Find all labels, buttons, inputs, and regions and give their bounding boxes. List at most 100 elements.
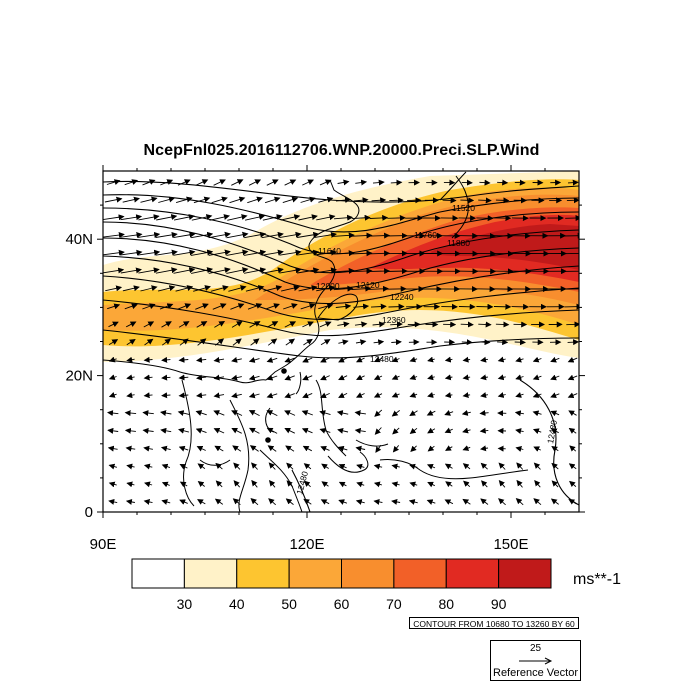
wind-vector bbox=[191, 267, 214, 274]
wind-vector bbox=[409, 356, 418, 363]
wind-speed-shading bbox=[103, 171, 579, 512]
wind-vector bbox=[550, 356, 560, 363]
wind-vector bbox=[356, 481, 365, 488]
contour-info: CONTOUR FROM 10680 TO 13260 BY 60 bbox=[409, 617, 579, 629]
wind-vector bbox=[369, 214, 389, 221]
wind-vector bbox=[120, 249, 143, 256]
wind-vector bbox=[338, 481, 347, 488]
wind-vector bbox=[371, 197, 387, 204]
station-marker bbox=[281, 368, 287, 374]
wind-vector bbox=[566, 197, 579, 204]
wind-vector bbox=[106, 179, 121, 186]
wind-vector bbox=[250, 338, 260, 346]
contour-label: 12240 bbox=[390, 292, 414, 302]
wind-vector bbox=[480, 498, 489, 505]
wind-vector bbox=[268, 462, 276, 470]
wind-vector bbox=[215, 338, 225, 346]
wind-vector bbox=[263, 285, 283, 292]
wind-vector bbox=[297, 249, 320, 256]
wind-vector bbox=[284, 179, 297, 186]
contour-label: 11760 bbox=[414, 230, 437, 240]
wind-vector bbox=[125, 445, 136, 452]
wind-vector bbox=[124, 410, 137, 417]
colorbar-level-label: 40 bbox=[229, 596, 245, 612]
x-tick-label: 120E bbox=[289, 536, 324, 553]
wind-vector bbox=[532, 428, 542, 435]
wind-vector bbox=[335, 197, 351, 204]
wind-vector bbox=[337, 321, 350, 328]
wind-vector bbox=[337, 179, 350, 186]
wind-vector bbox=[160, 179, 174, 186]
axis-tick-labels: 90E 120E 150E 0 20N 40N bbox=[65, 231, 528, 553]
wind-vector bbox=[280, 285, 300, 292]
wind-vector bbox=[336, 410, 349, 416]
wind-vector bbox=[567, 374, 578, 381]
wind-vector bbox=[568, 463, 577, 470]
wind-vector bbox=[551, 445, 559, 452]
wind-vector bbox=[532, 410, 542, 417]
wind-vector bbox=[302, 445, 313, 452]
wind-vector bbox=[332, 267, 355, 274]
wind-vector bbox=[427, 445, 435, 452]
wind-vector bbox=[233, 480, 241, 488]
wind-vector bbox=[319, 321, 332, 328]
reference-arrow-icon bbox=[519, 657, 553, 665]
wind-vector bbox=[567, 339, 579, 346]
wind-vector bbox=[108, 339, 119, 345]
colorbar: 30 40 50 60 70 80 90 bbox=[131, 558, 552, 612]
wind-vector bbox=[173, 249, 196, 256]
wind-vector bbox=[551, 480, 559, 488]
wind-vector bbox=[226, 231, 249, 239]
y-tick-label: 0 bbox=[85, 504, 93, 521]
wind-vector bbox=[157, 285, 176, 292]
wind-vector bbox=[298, 214, 318, 221]
wind-vector bbox=[373, 463, 383, 470]
wind-vector bbox=[460, 321, 474, 328]
wind-vector bbox=[211, 196, 228, 204]
wind-vector bbox=[444, 392, 453, 399]
wind-vector bbox=[196, 356, 207, 363]
wind-vector bbox=[138, 214, 160, 221]
wind-vector bbox=[126, 463, 135, 470]
station-markers bbox=[265, 368, 287, 443]
wind-vector bbox=[567, 179, 579, 186]
wind-vector bbox=[266, 410, 278, 417]
wind-vector bbox=[282, 196, 299, 204]
wind-vector bbox=[177, 179, 191, 186]
wind-vector bbox=[550, 410, 560, 417]
wind-vector bbox=[409, 392, 418, 398]
wind-vector bbox=[480, 445, 489, 452]
wind-vector bbox=[338, 499, 348, 505]
wind-vector bbox=[355, 374, 365, 381]
wind-vector bbox=[318, 303, 334, 310]
wind-vector bbox=[463, 480, 471, 488]
wind-vector bbox=[286, 462, 294, 470]
wind-vector bbox=[196, 374, 207, 381]
reference-vector-box: 25 Reference Vector bbox=[490, 640, 581, 681]
wind-vector bbox=[126, 481, 135, 488]
wind-vector bbox=[233, 462, 241, 470]
wind-vector bbox=[179, 499, 188, 505]
wind-vector bbox=[125, 499, 135, 505]
wind-vector bbox=[140, 285, 158, 292]
wind-vector bbox=[390, 179, 403, 186]
wind-vector bbox=[161, 463, 171, 470]
wind-vector bbox=[213, 374, 225, 381]
wind-vector bbox=[107, 303, 121, 310]
wind-vector bbox=[355, 179, 368, 186]
wind-vector bbox=[333, 285, 354, 292]
wind-vector bbox=[409, 427, 418, 435]
contour-label: 11880 bbox=[447, 238, 470, 248]
wind-vector bbox=[248, 410, 260, 417]
wind-vector bbox=[249, 321, 261, 328]
wind-vector bbox=[303, 338, 313, 346]
wind-vector bbox=[125, 321, 137, 328]
wind-vector bbox=[370, 303, 387, 310]
wind-vector bbox=[514, 410, 524, 417]
wind-vector bbox=[244, 267, 267, 274]
colorbar-swatch bbox=[131, 558, 185, 589]
wind-vector bbox=[409, 374, 418, 381]
wind-vector bbox=[108, 321, 119, 328]
wind-vector bbox=[264, 196, 281, 204]
colorbar-level-label: 50 bbox=[281, 596, 297, 612]
